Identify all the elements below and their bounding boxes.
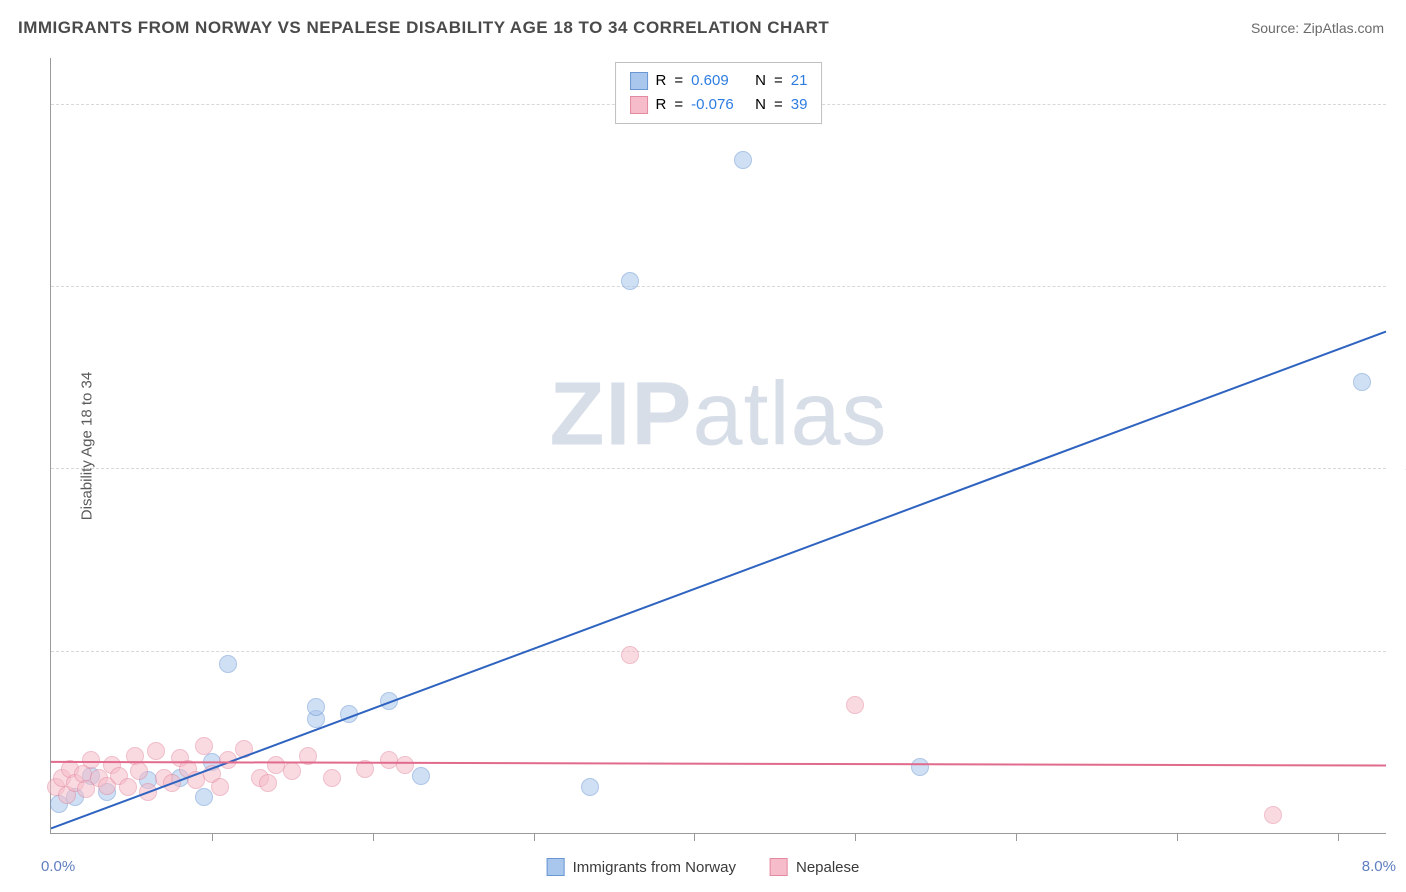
legend-row-series-0: R = 0.609 N = 21 (630, 69, 808, 93)
legend-row-series-1: R = -0.076 N = 39 (630, 93, 808, 117)
data-point (307, 698, 325, 716)
x-tick (373, 833, 374, 841)
data-point (147, 742, 165, 760)
data-point (283, 762, 301, 780)
data-point (259, 774, 277, 792)
data-point (119, 778, 137, 796)
x-max-label: 8.0% (1362, 858, 1396, 875)
data-point (1264, 806, 1282, 824)
data-point (211, 778, 229, 796)
data-point (356, 760, 374, 778)
data-point (235, 740, 253, 758)
legend-swatch-0 (630, 72, 648, 90)
chart-plot-area (51, 58, 1386, 833)
r-value-0: 0.609 (691, 69, 747, 93)
correlation-legend: R = 0.609 N = 21 R = -0.076 N = 39 (615, 62, 823, 124)
series-legend: Immigrants from Norway Nepalese (547, 858, 860, 876)
data-point (621, 272, 639, 290)
data-point (323, 769, 341, 787)
x-tick (212, 833, 213, 841)
gridline-h (51, 286, 1386, 287)
data-point (299, 747, 317, 765)
n-value-0: 21 (791, 69, 808, 93)
data-point (412, 767, 430, 785)
data-point (621, 646, 639, 664)
chart-container: IMMIGRANTS FROM NORWAY VS NEPALESE DISAB… (0, 0, 1406, 892)
data-point (82, 751, 100, 769)
data-point (340, 705, 358, 723)
data-point (396, 756, 414, 774)
data-point (380, 692, 398, 710)
x-tick (1338, 833, 1339, 841)
legend-item-1: Nepalese (770, 858, 859, 876)
x-tick (855, 833, 856, 841)
data-point (130, 762, 148, 780)
x-tick (534, 833, 535, 841)
x-tick (694, 833, 695, 841)
data-point (1353, 373, 1371, 391)
legend-item-0: Immigrants from Norway (547, 858, 736, 876)
origin-label: 0.0% (41, 858, 75, 875)
r-value-1: -0.076 (691, 93, 747, 117)
legend-swatch-1 (630, 96, 648, 114)
data-point (195, 737, 213, 755)
data-point (581, 778, 599, 796)
gridline-h (51, 651, 1386, 652)
data-point (846, 696, 864, 714)
n-value-1: 39 (791, 93, 808, 117)
legend-swatch-series-1 (770, 858, 788, 876)
data-point (734, 151, 752, 169)
gridline-h (51, 468, 1386, 469)
data-point (163, 774, 181, 792)
data-point (195, 788, 213, 806)
legend-label-0: Immigrants from Norway (573, 859, 736, 876)
legend-label-1: Nepalese (796, 859, 859, 876)
data-point (219, 655, 237, 673)
x-tick (1177, 833, 1178, 841)
data-point (219, 751, 237, 769)
chart-title: IMMIGRANTS FROM NORWAY VS NEPALESE DISAB… (18, 18, 829, 38)
data-point (911, 758, 929, 776)
data-point (139, 783, 157, 801)
legend-swatch-series-0 (547, 858, 565, 876)
chart-source: Source: ZipAtlas.com (1251, 20, 1384, 36)
x-tick (1016, 833, 1017, 841)
chart-frame: Disability Age 18 to 34 ZIPatlas R = 0.6… (50, 58, 1386, 834)
